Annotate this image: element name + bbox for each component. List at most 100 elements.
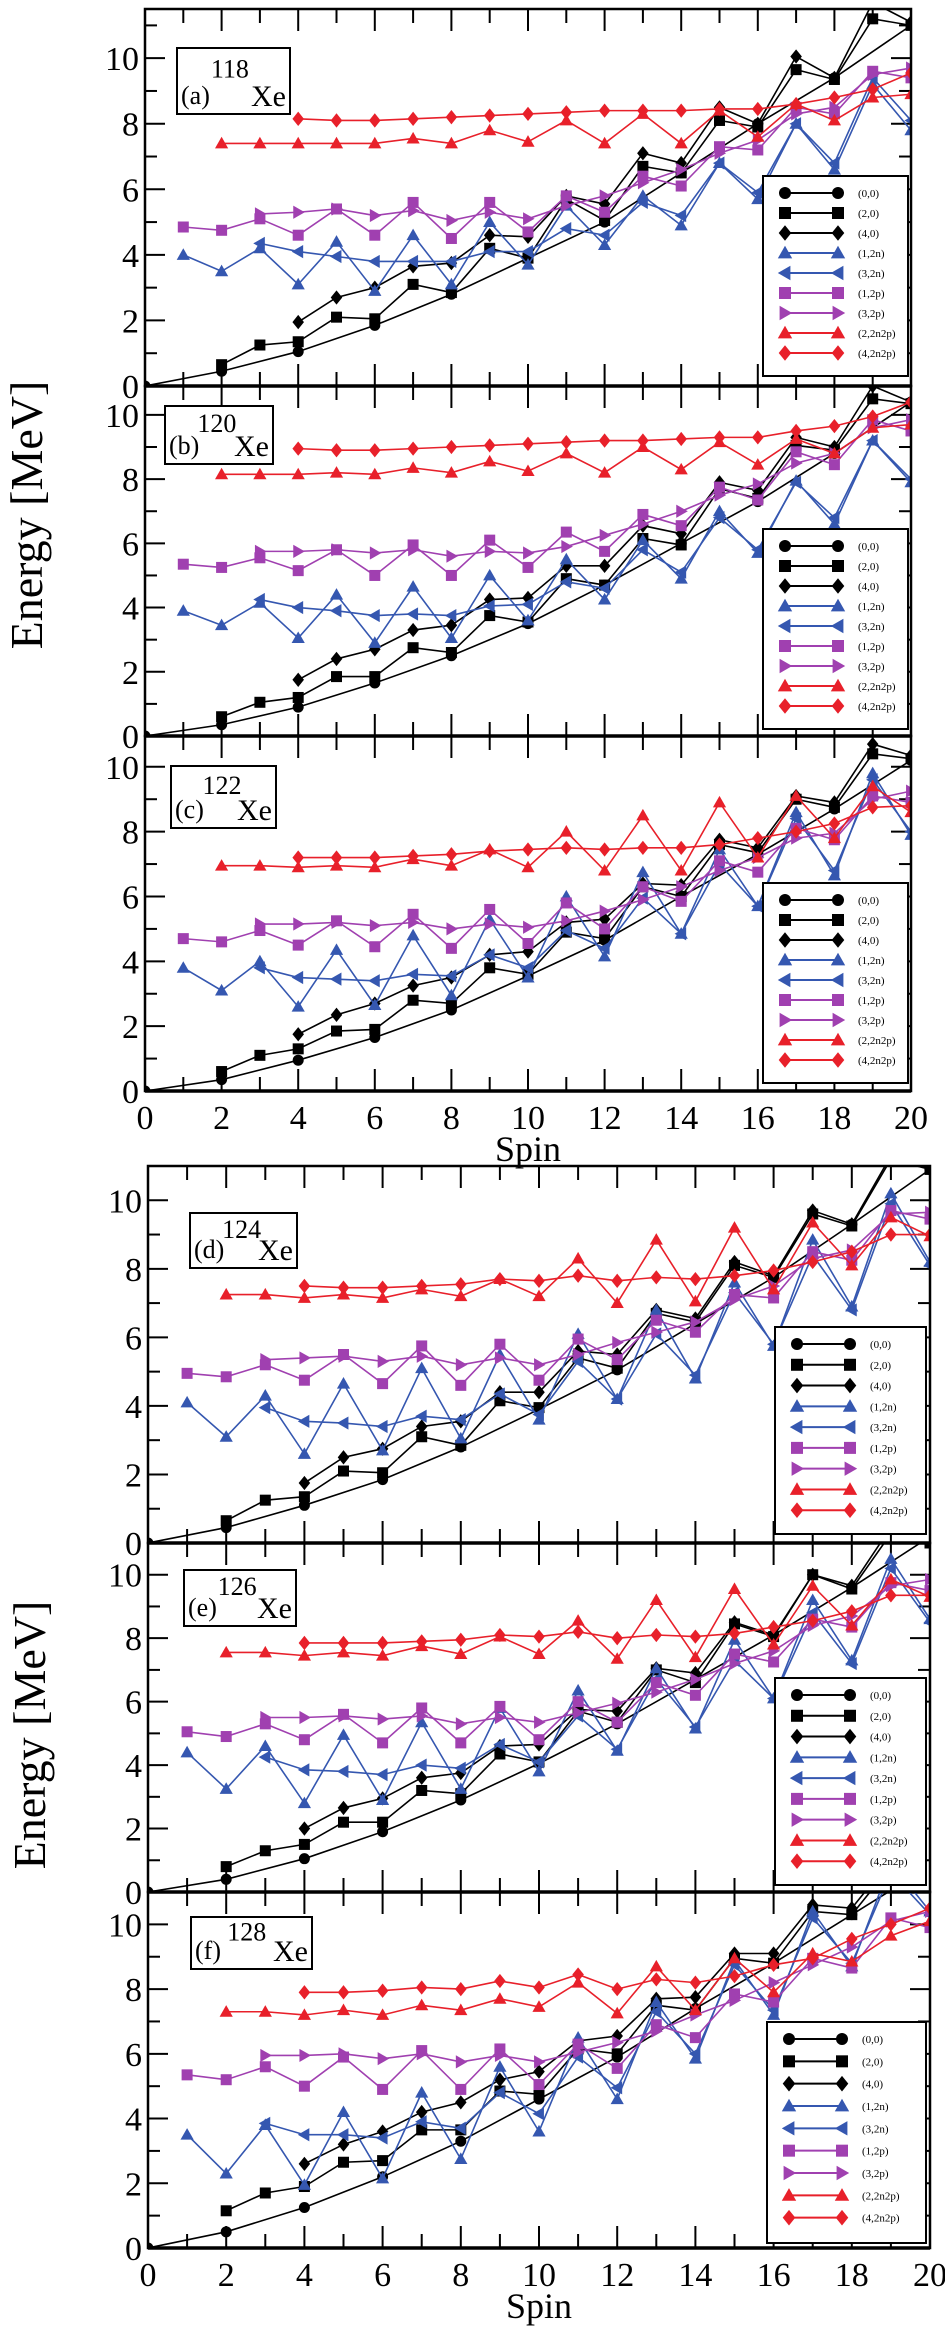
legend-item: (2,0) (783, 2055, 883, 2068)
legend-label: (3,2n) (858, 621, 885, 633)
diamond-marker (846, 1244, 858, 1259)
y-tick-label: 2 (122, 655, 139, 692)
series-(3,2n) (253, 71, 911, 269)
diamond-marker (843, 1502, 857, 1519)
square-marker (885, 1154, 896, 1165)
triangle-left-marker (610, 1742, 623, 1756)
legend-item: (1,2p) (791, 1441, 897, 1455)
square-marker (445, 232, 457, 244)
panel-label-prefix: (a) (181, 81, 210, 110)
diamond-marker (533, 1385, 545, 1400)
triangle-up-marker (258, 1389, 272, 1401)
diamond-marker (572, 1967, 584, 1982)
panel-label-element: Xe (234, 430, 269, 463)
triangle-up-marker (767, 2008, 781, 2020)
triangle-left-marker (368, 608, 380, 623)
diamond-marker (598, 558, 611, 573)
diamond-marker (483, 108, 496, 123)
triangle-up-marker (649, 1959, 663, 1972)
legend-item: (2,2n2p) (789, 1833, 908, 1847)
triangle-right-marker (779, 1012, 793, 1028)
triangle-right-marker (260, 1353, 272, 1367)
triangle-up-marker (376, 1793, 390, 1805)
triangle-left-marker (751, 543, 763, 557)
triangle-up-marker (571, 1683, 585, 1696)
diamond-marker (846, 1604, 858, 1619)
triangle-right-marker (846, 1940, 859, 1954)
legend-item: (3,2p) (791, 1812, 897, 1827)
triangle-up-marker (649, 1995, 663, 2007)
legend-label: (4,2n2p) (858, 348, 896, 360)
triangle-up-marker (571, 1251, 585, 1264)
triangle-left-marker (598, 228, 610, 242)
triangle-up-marker (781, 2188, 797, 2201)
triangle-left-marker (830, 972, 844, 988)
triangle-left-marker (253, 592, 265, 607)
legend-item: (1,2p) (779, 994, 885, 1007)
triangle-up-marker (176, 961, 190, 973)
triangle-up-marker (521, 258, 535, 270)
diamond-marker (885, 1227, 897, 1242)
axis-ticks (147, 1166, 931, 1543)
triangle-right-marker (369, 208, 382, 223)
triangle-right-marker (299, 1710, 311, 1725)
legend-label: (4,2n2p) (858, 1055, 896, 1067)
triangle-up-marker (444, 466, 458, 478)
triangle-left-marker (842, 1419, 856, 1435)
square-marker (675, 895, 687, 907)
triangle-up-marker (291, 631, 305, 644)
square-marker (611, 1354, 623, 1366)
square-marker (752, 144, 764, 156)
series-line (259, 76, 911, 263)
x-axis-label: Spin (495, 1129, 561, 1169)
square-marker (216, 711, 228, 723)
diamond-marker (337, 1800, 350, 1816)
square-marker (220, 2205, 232, 2217)
triangle-left-marker (610, 1392, 623, 1406)
diamond-marker (533, 1980, 545, 1995)
triangle-up-marker (415, 1998, 429, 2011)
diamond-marker (790, 824, 802, 839)
square-marker (445, 942, 457, 954)
square-marker (867, 393, 879, 405)
series-group (145, 9, 911, 386)
square-marker (259, 1845, 271, 1857)
diamond-marker (843, 1853, 857, 1870)
circle-marker (220, 2226, 232, 2238)
triangle-right-marker (791, 456, 803, 470)
series-line (182, 771, 911, 1009)
square-marker (254, 925, 266, 937)
triangle-up-marker (610, 1296, 624, 1309)
triangle-up-marker (727, 1221, 742, 1233)
diamond-marker (376, 1635, 389, 1651)
triangle-right-marker (714, 146, 727, 160)
triangle-up-marker (532, 2000, 546, 2012)
triangle-left-marker (688, 1368, 701, 1382)
square-marker (220, 1731, 232, 1743)
square-marker (445, 569, 457, 581)
square-marker (867, 748, 879, 760)
diamond-marker (445, 618, 458, 633)
square-marker (407, 642, 419, 654)
triangle-left-marker (712, 511, 725, 525)
legend-item: (0,0) (779, 540, 879, 553)
legend-label: (0,0) (858, 188, 879, 200)
square-marker (729, 1648, 740, 1660)
triangle-left-marker (559, 222, 572, 236)
diamond-marker (376, 1983, 389, 1998)
triangle-right-marker (523, 212, 535, 226)
series-line (265, 1211, 930, 1366)
diamond-marker (337, 1450, 350, 1465)
y-tick-label: 10 (108, 1183, 142, 1220)
diamond-marker (728, 1268, 741, 1283)
x-tick-label: 20 (894, 1100, 928, 1137)
square-marker (533, 1734, 545, 1746)
triangle-up-marker (777, 245, 793, 259)
triangle-right-marker (369, 546, 382, 560)
legend-item: (3,2n) (777, 972, 885, 988)
legend: (0,0) (2,0) (4,0) (1,2n) (3,2n) (1,2p) (3,2p) (… (762, 528, 909, 730)
square-marker (494, 1338, 506, 1350)
